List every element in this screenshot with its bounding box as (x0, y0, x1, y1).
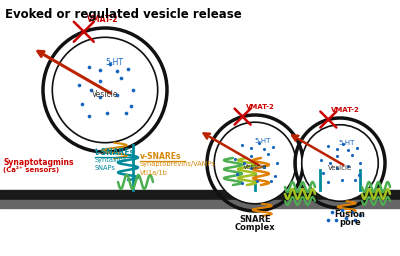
Circle shape (52, 37, 158, 143)
Point (352, 218, 358, 222)
Point (355, 173, 362, 177)
Point (254, 179, 260, 183)
Point (272, 174, 278, 178)
Text: v-SNAREs: v-SNAREs (140, 152, 182, 161)
Point (334, 147, 340, 151)
Text: VMAT-2: VMAT-2 (87, 15, 118, 24)
Text: Vesicle: Vesicle (92, 90, 118, 100)
Point (114, 93, 120, 97)
Point (325, 218, 331, 222)
Point (86, 65, 92, 69)
Text: VMAT-2: VMAT-2 (246, 104, 274, 110)
Point (352, 178, 358, 182)
Point (130, 88, 136, 92)
Point (334, 166, 340, 170)
Point (88, 88, 94, 92)
Text: 5-HT: 5-HT (105, 58, 123, 67)
Point (357, 213, 363, 217)
Point (114, 69, 120, 73)
Point (329, 210, 335, 214)
Text: SNARE: SNARE (239, 215, 271, 224)
Point (343, 216, 349, 220)
Point (248, 154, 255, 158)
Point (241, 161, 247, 165)
Text: Vesicle: Vesicle (243, 164, 267, 170)
Point (261, 165, 267, 169)
Circle shape (302, 125, 378, 201)
Text: SNAPs: SNAPs (95, 165, 116, 171)
Point (239, 181, 246, 185)
Point (325, 179, 331, 184)
Point (354, 146, 360, 150)
Text: t-SNAREs: t-SNAREs (95, 148, 135, 157)
Circle shape (214, 122, 296, 204)
Point (118, 76, 124, 80)
Text: 5-HT: 5-HT (254, 138, 270, 144)
Point (320, 171, 326, 175)
Point (318, 158, 325, 162)
Point (261, 146, 267, 151)
Text: pore: pore (339, 218, 361, 227)
Point (268, 179, 274, 183)
Point (125, 67, 132, 71)
Point (327, 161, 333, 165)
Point (239, 143, 246, 147)
Point (123, 111, 129, 115)
Point (78, 102, 85, 106)
Text: (Ca²⁺ sensors): (Ca²⁺ sensors) (3, 166, 59, 173)
Point (270, 145, 276, 149)
Point (349, 210, 355, 214)
Text: VMAT-2: VMAT-2 (331, 106, 360, 113)
Text: Evoked or regulated vesicle release: Evoked or regulated vesicle release (5, 8, 242, 21)
Point (274, 161, 280, 165)
Text: Synaptobrevins/VAMPs: Synaptobrevins/VAMPs (140, 161, 216, 167)
Point (325, 144, 331, 148)
Text: Fusion: Fusion (334, 210, 366, 219)
Point (349, 153, 355, 157)
Point (248, 146, 255, 150)
Point (234, 172, 240, 176)
Point (264, 152, 271, 156)
Text: Vesicle: Vesicle (328, 165, 352, 170)
Point (340, 142, 346, 146)
Point (345, 147, 352, 152)
Text: Syntaxins: Syntaxins (95, 157, 128, 163)
Point (333, 218, 339, 222)
Point (97, 79, 104, 83)
Point (339, 208, 345, 212)
Text: Vti1a/1b: Vti1a/1b (140, 170, 168, 176)
Text: 5-HT: 5-HT (338, 140, 355, 146)
Point (104, 111, 110, 115)
Point (334, 154, 340, 158)
Point (357, 161, 364, 165)
Point (232, 157, 238, 162)
Point (86, 113, 92, 118)
Point (338, 178, 345, 182)
Point (248, 166, 255, 170)
Point (76, 83, 83, 87)
Point (127, 104, 134, 108)
Point (345, 164, 352, 168)
Point (97, 68, 104, 72)
Point (97, 95, 104, 99)
Text: Complex: Complex (235, 223, 275, 232)
Point (106, 62, 113, 67)
Point (256, 141, 262, 145)
Text: Synaptotagmins: Synaptotagmins (3, 158, 74, 167)
